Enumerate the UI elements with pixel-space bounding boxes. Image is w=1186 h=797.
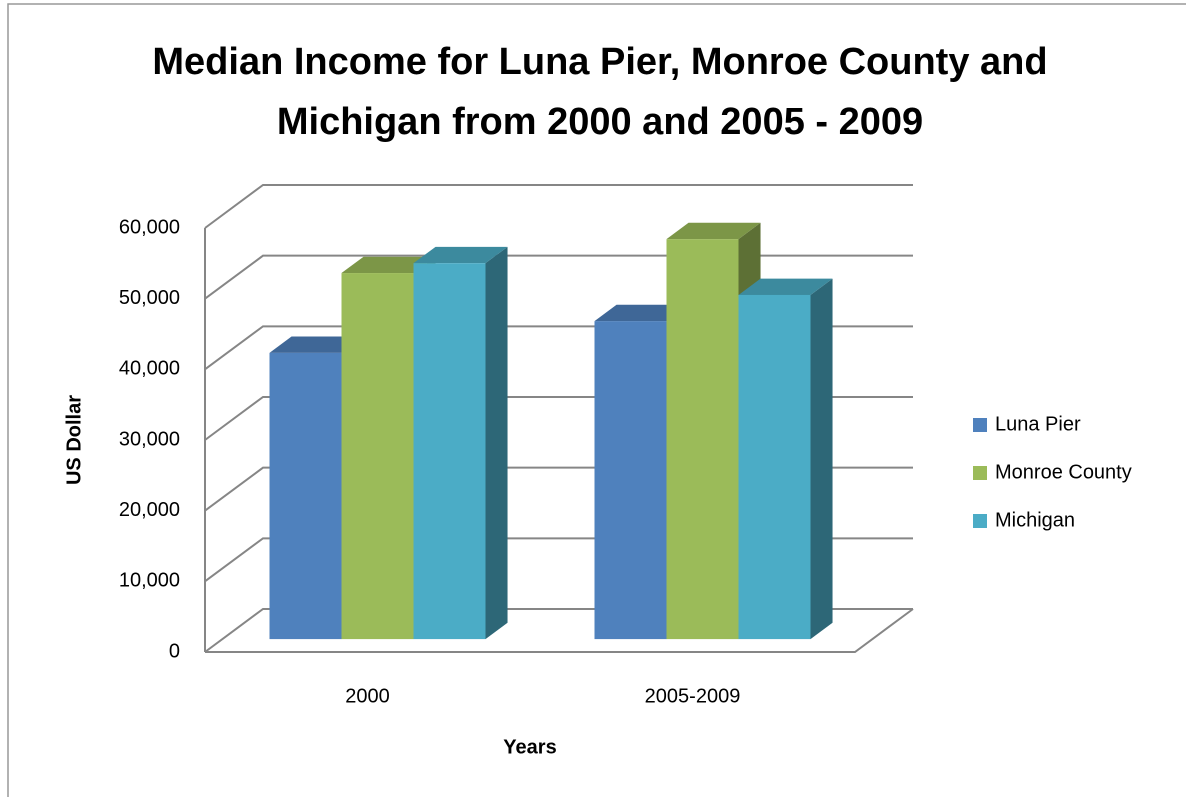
- plot: [204, 184, 914, 653]
- bar-top: [413, 246, 508, 264]
- chart-title: Median Income for Luna Pier, Monroe Coun…: [152, 41, 1048, 143]
- bar: [341, 273, 414, 640]
- bar-side: [485, 246, 508, 640]
- bar-top: [666, 222, 761, 240]
- bar: [594, 321, 667, 640]
- x-tick-label: 2005-2009: [645, 685, 741, 707]
- y-tick-label: 20,000: [119, 499, 180, 521]
- bar-top: [269, 336, 364, 353]
- x-tick-label: 2000: [345, 685, 390, 707]
- bar-side: [810, 278, 833, 640]
- legend-label: Monroe County: [995, 461, 1132, 483]
- y-tick-label: 30,000: [119, 428, 180, 450]
- grid-line: [204, 184, 913, 229]
- legend-label: Luna Pier: [995, 413, 1081, 435]
- legend-swatch: [973, 514, 987, 528]
- y-axis-label: US Dollar: [63, 395, 85, 485]
- bar-top: [738, 278, 833, 295]
- bar: [269, 352, 342, 640]
- bar: [413, 263, 486, 640]
- bar: [738, 294, 811, 640]
- bar-top: [594, 304, 689, 322]
- chart-border: [7, 3, 1186, 797]
- legend-swatch: [973, 466, 987, 480]
- legend-label: Michigan: [995, 509, 1075, 531]
- floor-edge: [205, 608, 914, 653]
- bar-top: [341, 256, 436, 274]
- bar: [666, 239, 739, 640]
- y-tick-label: 40,000: [119, 358, 180, 380]
- y-tick-label: 0: [169, 640, 180, 662]
- x-axis-label: Years: [503, 736, 556, 758]
- y-tick-label: 50,000: [119, 287, 180, 309]
- y-tick-label: 10,000: [119, 570, 180, 592]
- legend-swatch: [973, 418, 987, 432]
- y-tick-label: 60,000: [119, 216, 180, 238]
